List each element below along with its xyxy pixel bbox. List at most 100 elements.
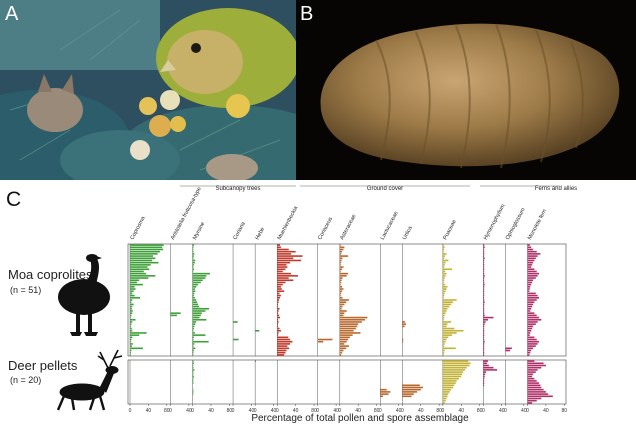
tick-label: 40 — [499, 408, 505, 414]
bar-deer-13-0 — [527, 360, 535, 362]
tick-label: 80 — [477, 408, 483, 414]
bar-moa-10-4 — [442, 253, 447, 255]
bar-deer-2-10 — [192, 382, 194, 384]
bar-moa-13-21 — [527, 290, 530, 293]
bar-moa-5-50 — [277, 354, 285, 356]
deer-silhouette — [56, 349, 123, 411]
bar-moa-13-44 — [527, 340, 540, 343]
bar-moa-11-38 — [483, 327, 485, 330]
bar-moa-0-41 — [130, 334, 140, 336]
bar-moa-10-33 — [442, 316, 445, 319]
bar-moa-2-48 — [192, 349, 194, 352]
bar-moa-10-32 — [442, 314, 445, 317]
bar-deer-9-15 — [402, 393, 414, 395]
bar-moa-2-31 — [192, 312, 202, 314]
panel-a-artwork — [0, 0, 296, 180]
bar-moa-10-25 — [442, 299, 457, 301]
bar-moa-10-15 — [442, 277, 445, 279]
bar-deer-2-2 — [192, 364, 194, 367]
group-header-subcanopy: Subcanopy trees — [215, 186, 260, 192]
bar-moa-0-19 — [130, 286, 135, 288]
bar-moa-11-6 — [483, 257, 485, 260]
bar-moa-13-1 — [527, 246, 532, 249]
bar-moa-11-45 — [483, 343, 485, 345]
tick-label: 0 — [526, 408, 529, 414]
bar-moa-5-10 — [277, 266, 288, 268]
bar-moa-11-19 — [483, 286, 485, 288]
bar-moa-4-39 — [255, 329, 260, 332]
bar-moa-13-50 — [527, 354, 530, 356]
bar-moa-2-5 — [192, 255, 194, 257]
bar-moa-11-23 — [483, 294, 485, 297]
bar-moa-11-50 — [483, 354, 485, 356]
bar-moa-11-36 — [483, 323, 485, 325]
bar-moa-0-13 — [130, 272, 147, 275]
bar-moa-12-48 — [505, 349, 511, 352]
bar-deer-10-6 — [442, 373, 463, 376]
bar-deer-13-16 — [527, 395, 553, 398]
bar-moa-7-15 — [339, 277, 343, 279]
bar-moa-7-18 — [339, 283, 341, 286]
bar-deer-10-7 — [442, 375, 462, 378]
bar-moa-11-44 — [483, 340, 485, 343]
bar-moa-13-27 — [527, 303, 534, 306]
row-label-deer: Deer pellets — [8, 358, 78, 373]
bar-moa-13-20 — [527, 288, 530, 290]
bar-moa-10-17 — [442, 281, 444, 284]
bar-moa-5-13 — [277, 272, 292, 275]
bar-moa-0-0 — [130, 244, 164, 246]
bar-moa-10-28 — [442, 305, 450, 308]
bar-moa-0-18 — [130, 283, 143, 286]
bar-deer-13-6 — [527, 373, 534, 376]
taxon-label: Ophioglossum — [505, 207, 527, 241]
bar-moa-0-7 — [130, 259, 153, 262]
bar-moa-2-20 — [192, 288, 195, 290]
bar-deer-2-1 — [192, 362, 194, 365]
taxon-label: Lactucaceae — [380, 211, 400, 241]
bar-moa-1-32 — [170, 314, 177, 317]
bar-moa-7-40 — [339, 332, 361, 334]
bar-moa-7-6 — [339, 257, 343, 260]
bar-moa-5-16 — [277, 279, 294, 282]
bar-moa-5-19 — [277, 286, 281, 288]
bar-deer-13-9 — [527, 380, 537, 382]
bar-moa-10-48 — [442, 349, 445, 352]
bar-moa-2-8 — [192, 261, 195, 264]
taxon-label: Urtica — [402, 225, 414, 241]
bar-moa-13-32 — [527, 314, 537, 317]
tick-label: 0 — [401, 408, 404, 414]
bar-moa-7-24 — [339, 297, 343, 299]
bar-moa-7-8 — [339, 261, 342, 264]
bar-moa-7-42 — [339, 336, 350, 339]
bar-deer-2-6 — [192, 373, 194, 376]
bar-deer-13-11 — [527, 384, 541, 387]
bar-deer-11-7 — [483, 375, 485, 378]
bar-moa-13-39 — [527, 329, 532, 332]
deer-panel-frame — [127, 359, 567, 405]
bar-moa-7-22 — [339, 292, 342, 295]
bar-moa-7-48 — [339, 349, 344, 352]
bar-moa-5-0 — [277, 244, 280, 246]
bar-moa-11-1 — [483, 246, 485, 249]
bar-deer-8-13 — [380, 388, 387, 391]
bar-moa-13-16 — [527, 279, 534, 282]
tick-label: 0 — [254, 408, 257, 414]
bar-moa-5-17 — [277, 281, 286, 284]
tick-label: 0 — [482, 408, 485, 414]
bar-moa-0-11 — [130, 268, 150, 271]
bar-deer-13-4 — [527, 369, 538, 371]
bar-moa-10-43 — [442, 338, 447, 341]
bar-moa-2-12 — [192, 270, 194, 273]
bar-moa-2-11 — [192, 268, 194, 271]
bar-moa-7-23 — [339, 294, 341, 297]
bar-moa-13-7 — [527, 259, 535, 262]
axis-ticks: 0 40 80 0 40 0 40 80 0 40 0 40 0 40 80 0 40 0 40 80 0 40 0 40 80… — [129, 404, 567, 414]
bar-moa-5-3 — [277, 250, 296, 253]
bar-moa-2-15 — [192, 277, 206, 279]
bar-moa-11-48 — [483, 349, 485, 352]
bar-moa-10-41 — [442, 334, 453, 336]
bar-deer-13-14 — [527, 391, 546, 393]
tick-label: 40 — [293, 408, 299, 414]
bar-moa-7-46 — [339, 345, 349, 347]
tick-label: 80 — [436, 408, 442, 414]
